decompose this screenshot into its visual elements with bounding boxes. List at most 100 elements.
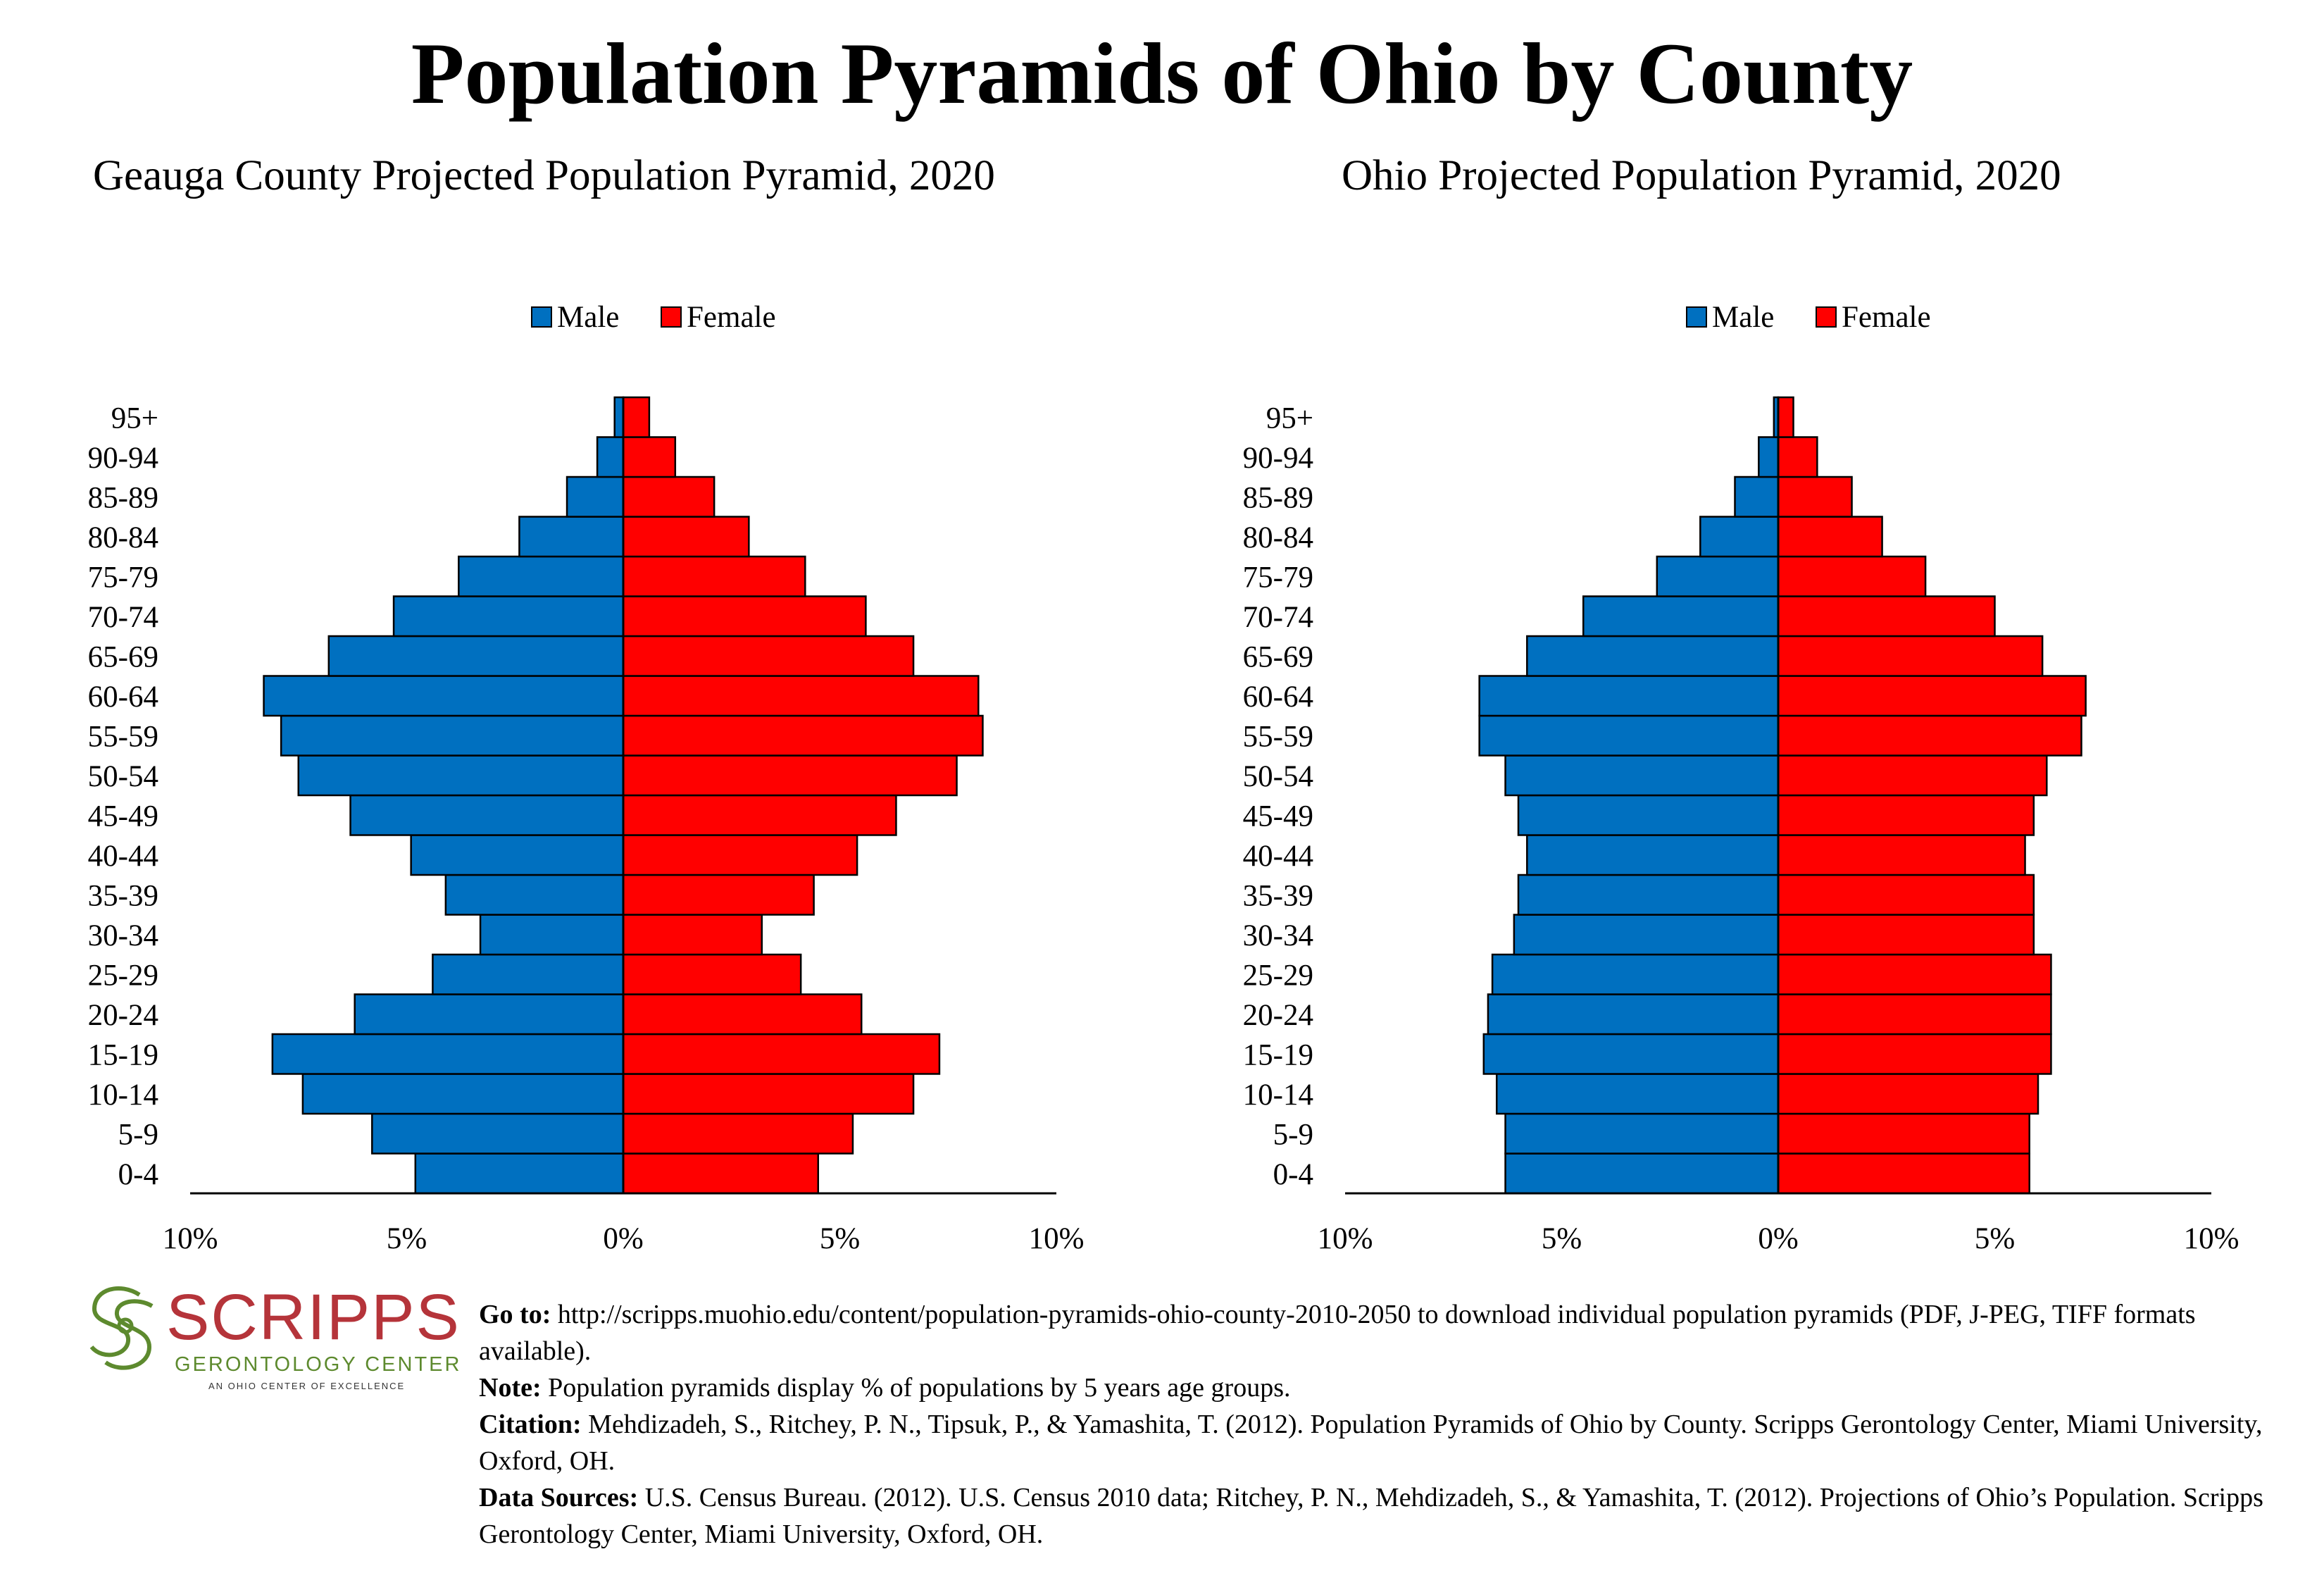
legend-swatch-female (661, 306, 682, 328)
bar-male-70-74 (1582, 595, 1780, 638)
bar-female-95+ (1777, 396, 1794, 438)
bar-female-60-64 (1777, 675, 2087, 717)
age-label: 35-39 (88, 879, 158, 912)
bar-male-5-9 (1504, 1112, 1780, 1155)
bar-male-5-9 (371, 1112, 625, 1155)
age-label: 35-39 (1243, 879, 1313, 912)
age-label: 90-94 (88, 442, 158, 475)
bar-male-75-79 (458, 555, 625, 597)
bar-female-65-69 (1777, 635, 2044, 677)
bar-female-15-19 (622, 1033, 941, 1075)
age-label: 15-19 (88, 1038, 158, 1071)
x-tick-label: 5% (1542, 1222, 1582, 1255)
bar-female-95+ (622, 396, 651, 438)
x-tick-label: 10% (163, 1222, 218, 1255)
bar-male-75-79 (1656, 555, 1780, 597)
age-label: 85-89 (88, 481, 158, 514)
bar-male-45-49 (1517, 794, 1780, 836)
legend-label-female: Female (687, 301, 776, 334)
age-label: 60-64 (1243, 680, 1313, 714)
bar-female-80-84 (622, 516, 750, 558)
bar-male-20-24 (354, 993, 625, 1036)
bar-male-10-14 (1496, 1073, 1780, 1115)
bar-male-55-59 (1478, 714, 1780, 757)
scripps-swirl-icon (89, 1286, 154, 1370)
x-tick-label: 0% (603, 1222, 643, 1255)
bar-male-90-94 (596, 436, 625, 478)
legend-swatch-male (1686, 306, 1707, 328)
x-tick-label: 5% (387, 1222, 427, 1255)
bar-male-35-39 (1517, 874, 1780, 916)
x-tick-label: 10% (1318, 1222, 1373, 1255)
main-title: Population Pyramids of Ohio by County (411, 25, 1913, 122)
bar-female-90-94 (1777, 436, 1818, 478)
goto-label: Go to: (479, 1300, 551, 1329)
goto-text: http://scripps.muohio.edu/content/popula… (479, 1300, 2196, 1366)
citation-label: Citation: (479, 1410, 582, 1439)
sources-note: Data Sources: U.S. Census Bureau. (2012)… (479, 1479, 2310, 1553)
age-label: 25-29 (1243, 959, 1313, 992)
bar-male-25-29 (1491, 953, 1780, 995)
bar-male-50-54 (1504, 754, 1780, 797)
bar-male-65-69 (327, 635, 625, 677)
bar-male-40-44 (410, 834, 625, 876)
bar-male-15-19 (271, 1033, 625, 1075)
age-label: 5-9 (1273, 1118, 1313, 1151)
bar-male-0-4 (414, 1152, 625, 1195)
bar-male-35-39 (444, 874, 625, 916)
bar-male-10-14 (301, 1073, 625, 1115)
bar-female-5-9 (622, 1112, 854, 1155)
citation-note: Citation: Mehdizadeh, S., Ritchey, P. N.… (479, 1406, 2310, 1479)
age-label: 65-69 (88, 640, 158, 673)
bar-female-0-4 (1777, 1152, 2030, 1195)
age-label: 70-74 (1243, 601, 1313, 634)
bar-female-45-49 (622, 794, 897, 836)
bar-male-40-44 (1526, 834, 1780, 876)
age-label: 5-9 (118, 1118, 158, 1151)
legend-swatch-male (531, 306, 552, 328)
bar-female-30-34 (1777, 914, 2035, 956)
geauga-chart-title: Geauga County Projected Population Pyram… (93, 152, 995, 199)
bar-female-20-24 (1777, 993, 2052, 1036)
bar-female-35-39 (622, 874, 815, 916)
bar-female-0-4 (622, 1152, 819, 1195)
age-label: 0-4 (1273, 1158, 1313, 1191)
x-tick-label: 10% (2184, 1222, 2239, 1255)
age-label: 0-4 (118, 1158, 158, 1191)
legend-label-male: Male (1712, 301, 1774, 334)
age-label: 95+ (1266, 402, 1313, 435)
age-label: 70-74 (88, 601, 158, 634)
bar-female-75-79 (1777, 555, 1927, 597)
bar-female-85-89 (1777, 476, 1853, 518)
age-label: 80-84 (1243, 521, 1313, 554)
bar-female-50-54 (622, 754, 958, 797)
bar-female-70-74 (1777, 595, 1996, 638)
goto-note: Go to: http://scripps.muohio.edu/content… (479, 1296, 2310, 1369)
age-label: 30-34 (1243, 919, 1313, 952)
bar-female-20-24 (622, 993, 863, 1036)
logo-tagline: AN OHIO CENTER OF EXCELLENCE (208, 1381, 406, 1391)
geauga-pyramid-chart: Male Female 0-4 5-9 10-14 15-19 20-24 25-29 30-3… (88, 301, 1085, 1255)
x-tick-label: 10% (1029, 1222, 1085, 1255)
x-tick-label: 0% (1758, 1222, 1798, 1255)
citation-text: Mehdizadeh, S., Ritchey, P. N., Tipsuk, … (479, 1410, 2263, 1476)
sources-label: Data Sources: (479, 1483, 639, 1512)
bar-female-80-84 (1777, 516, 1883, 558)
age-label: 80-84 (88, 521, 158, 554)
sources-text: U.S. Census Bureau. (2012). U.S. Census … (479, 1483, 2263, 1549)
age-label: 30-34 (88, 919, 158, 952)
bar-female-50-54 (1777, 754, 2048, 797)
bar-male-50-54 (297, 754, 625, 797)
bar-male-85-89 (566, 476, 625, 518)
bar-male-55-59 (280, 714, 625, 757)
bar-female-10-14 (1777, 1073, 2039, 1115)
bar-female-35-39 (1777, 874, 2035, 916)
note-label: Note: (479, 1373, 542, 1403)
bar-female-40-44 (1777, 834, 2026, 876)
x-tick-label: 5% (1975, 1222, 2015, 1255)
ohio-pyramid-chart: Male Female 0-4 5-9 10-14 15-19 20-24 25-29 30-3… (1243, 301, 2239, 1255)
bar-female-40-44 (622, 834, 858, 876)
bar-male-65-69 (1526, 635, 1780, 677)
bar-male-30-34 (1513, 914, 1780, 956)
logo-subtitle: GERONTOLOGY CENTER (175, 1353, 462, 1376)
